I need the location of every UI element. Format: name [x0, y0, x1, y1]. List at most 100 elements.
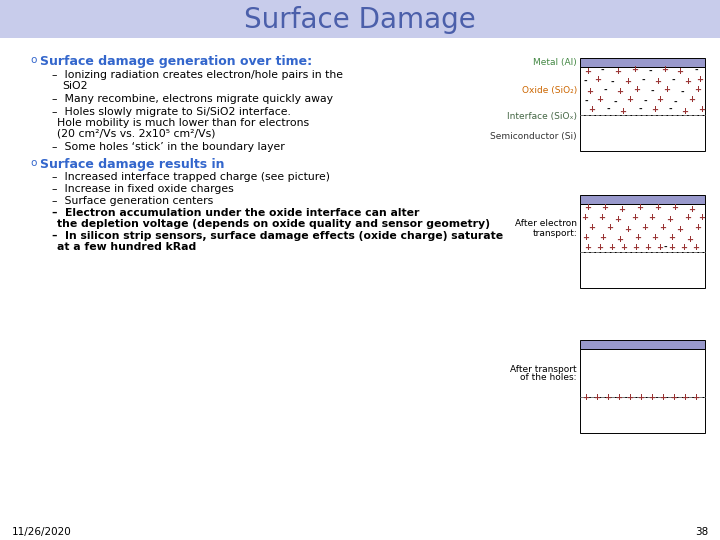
Text: -: - — [673, 98, 677, 106]
Text: +: + — [621, 244, 628, 253]
Text: +: + — [600, 233, 606, 241]
Text: –  Many recombine, electrons migrate quickly away: – Many recombine, electrons migrate quic… — [52, 94, 333, 104]
Text: +: + — [672, 202, 678, 212]
Text: +: + — [595, 76, 601, 84]
Text: +: + — [634, 233, 642, 241]
Text: -: - — [668, 105, 672, 113]
Text: the depletion voltage (depends on oxide quality and sensor geometry): the depletion voltage (depends on oxide … — [57, 219, 490, 229]
Text: -: - — [694, 65, 698, 75]
Text: –  Ionizing radiation creates electron/hole pairs in the: – Ionizing radiation creates electron/ho… — [52, 70, 343, 80]
Text: -: - — [603, 85, 607, 94]
Text: +: + — [680, 244, 688, 253]
Text: +: + — [636, 202, 644, 212]
Text: +: + — [608, 244, 616, 253]
Bar — [580, 195, 705, 204]
Text: -: - — [648, 66, 652, 76]
Text: +: + — [585, 66, 592, 76]
Text: +: + — [582, 233, 590, 242]
Text: +: + — [667, 214, 673, 224]
Text: at a few hundred kRad: at a few hundred kRad — [57, 242, 197, 252]
Text: +: + — [682, 393, 688, 402]
Bar — [580, 115, 705, 151]
Text: +: + — [632, 244, 639, 253]
Text: +: + — [660, 222, 667, 232]
Text: +: + — [686, 234, 693, 244]
Text: +: + — [693, 393, 700, 402]
Text: Metal (Al): Metal (Al) — [534, 58, 577, 67]
Text: 38: 38 — [695, 527, 708, 537]
Text: +: + — [649, 393, 655, 402]
Text: +: + — [624, 77, 631, 85]
Text: Oxide (SiO₂): Oxide (SiO₂) — [522, 86, 577, 96]
Text: +: + — [652, 233, 659, 242]
Text: +: + — [587, 86, 593, 96]
Text: +: + — [695, 222, 701, 232]
Text: –  Increase in fixed oxide charges: – Increase in fixed oxide charges — [52, 184, 234, 194]
Text: +: + — [660, 393, 667, 402]
Text: +: + — [688, 205, 696, 213]
Text: -: - — [663, 242, 667, 252]
Text: o: o — [30, 158, 37, 168]
Text: +: + — [582, 213, 588, 222]
Text: +: + — [618, 205, 626, 213]
Text: +: + — [626, 393, 634, 402]
Text: +: + — [631, 65, 639, 75]
Text: +: + — [614, 68, 621, 77]
Text: +: + — [598, 213, 606, 221]
Text: +: + — [698, 105, 706, 113]
Text: -: - — [643, 97, 647, 105]
Text: +: + — [616, 234, 624, 244]
Text: -: - — [680, 87, 684, 97]
Bar — [580, 252, 705, 288]
Bar — [580, 58, 705, 67]
Text: After transport: After transport — [510, 364, 577, 374]
Bar — [580, 397, 705, 433]
Text: of the holes:: of the holes: — [521, 374, 577, 382]
Text: –  Holes slowly migrate to Si/SiO2 interface.: – Holes slowly migrate to Si/SiO2 interf… — [52, 107, 291, 117]
Text: +: + — [596, 96, 603, 105]
Text: –  Surface generation centers: – Surface generation centers — [52, 196, 213, 206]
Text: –  Some holes ‘stick’ in the boundary layer: – Some holes ‘stick’ in the boundary lay… — [52, 142, 284, 152]
Text: +: + — [677, 225, 683, 233]
Text: -: - — [584, 97, 588, 105]
Text: +: + — [654, 204, 662, 213]
Text: +: + — [664, 85, 670, 94]
Text: +: + — [685, 213, 691, 221]
Text: +: + — [634, 85, 641, 94]
Text: +: + — [606, 222, 613, 232]
Text: Hole mobility is much lower than for electrons: Hole mobility is much lower than for ele… — [57, 118, 309, 128]
Bar — [580, 204, 705, 252]
Text: +: + — [685, 77, 691, 85]
Text: transport:: transport: — [532, 228, 577, 238]
Text: +: + — [644, 244, 652, 253]
Text: +: + — [631, 213, 639, 222]
Text: +: + — [652, 105, 659, 114]
Text: +: + — [657, 244, 664, 253]
Text: +: + — [698, 213, 706, 222]
Text: Surface damage generation over time:: Surface damage generation over time: — [40, 55, 312, 68]
Text: +: + — [668, 233, 675, 241]
Text: –  Electron accumulation under the oxide interface can alter: – Electron accumulation under the oxide … — [52, 208, 419, 218]
Text: o: o — [30, 55, 37, 65]
Text: Semiconductor (Si): Semiconductor (Si) — [490, 132, 577, 141]
Text: -: - — [610, 78, 614, 86]
Text: +: + — [642, 224, 649, 233]
Text: +: + — [657, 96, 664, 105]
Bar — [580, 67, 705, 115]
Text: -: - — [613, 98, 617, 106]
Text: +: + — [682, 106, 688, 116]
Text: -: - — [650, 86, 654, 96]
Text: –  In silicon strip sensors, surface damage effects (oxide charge) saturate: – In silicon strip sensors, surface dama… — [52, 231, 503, 241]
Text: +: + — [585, 244, 592, 253]
Text: +: + — [637, 393, 644, 402]
Bar — [580, 340, 705, 349]
Text: +: + — [596, 244, 603, 253]
Text: +: + — [619, 106, 626, 116]
Text: +: + — [616, 393, 623, 402]
Text: Interface (SiOₓ): Interface (SiOₓ) — [507, 112, 577, 122]
Text: +: + — [654, 78, 662, 86]
Text: -: - — [671, 76, 675, 84]
Text: -: - — [642, 76, 645, 84]
Text: -: - — [638, 105, 642, 113]
Bar — [0, 0, 720, 38]
